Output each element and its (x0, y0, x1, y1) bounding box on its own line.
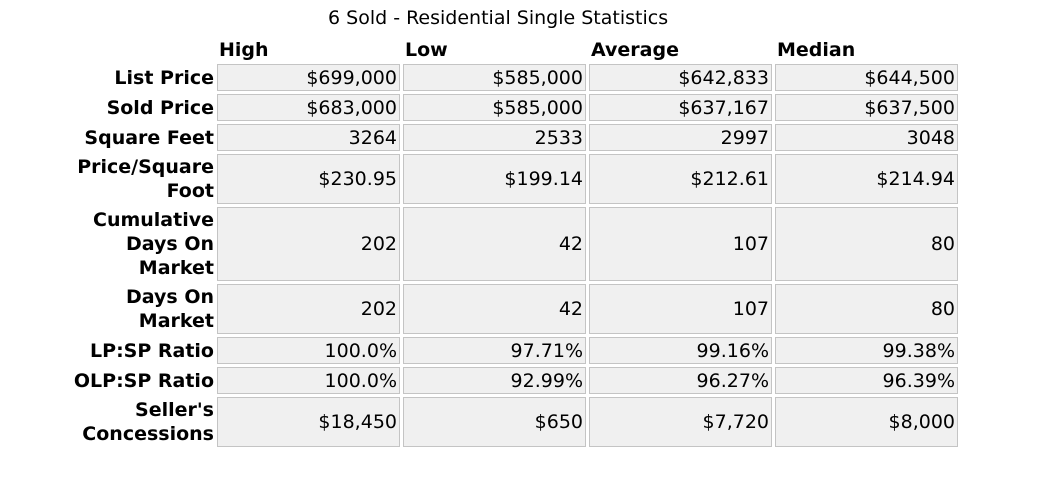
cell-average: 96.27% (589, 367, 772, 394)
table-row: Cumulative Days On Market 202 42 107 80 (69, 207, 958, 281)
table-row: LP:SP Ratio 100.0% 97.71% 99.16% 99.38% (69, 337, 958, 364)
statistics-table: High Low Average Median List Price $699,… (66, 36, 961, 450)
row-label: Price/Square Foot (77, 156, 214, 202)
cell-low: $199.14 (403, 154, 586, 204)
cell-high: 3264 (217, 124, 400, 151)
column-header-low: Low (405, 39, 448, 61)
cell-average: $7,720 (589, 397, 772, 447)
cell-high: $18,450 (217, 397, 400, 447)
cell-median: $644,500 (775, 64, 958, 91)
table-row: Seller's Concessions $18,450 $650 $7,720… (69, 397, 958, 447)
column-header-high: High (219, 39, 269, 61)
cell-average: 107 (589, 207, 772, 281)
cell-median: $8,000 (775, 397, 958, 447)
corner-cell (69, 39, 214, 61)
cell-average: 99.16% (589, 337, 772, 364)
cell-high: 202 (217, 284, 400, 334)
cell-high: $230.95 (217, 154, 400, 204)
column-header-average: Average (591, 39, 679, 61)
cell-average: $637,167 (589, 94, 772, 121)
cell-average: 107 (589, 284, 772, 334)
cell-median: 80 (775, 207, 958, 281)
cell-average: 2997 (589, 124, 772, 151)
row-label: OLP:SP Ratio (73, 369, 214, 392)
row-label: Sold Price (106, 96, 214, 119)
column-header-median: Median (777, 39, 856, 61)
row-label: Square Feet (84, 126, 214, 149)
cell-high: 202 (217, 207, 400, 281)
row-label: Cumulative Days On Market (93, 209, 214, 279)
cell-high: 100.0% (217, 367, 400, 394)
cell-median: 3048 (775, 124, 958, 151)
cell-average: $642,833 (589, 64, 772, 91)
cell-median: 96.39% (775, 367, 958, 394)
cell-high: $683,000 (217, 94, 400, 121)
cell-low: $650 (403, 397, 586, 447)
table-row: Square Feet 3264 2533 2997 3048 (69, 124, 958, 151)
table-row: List Price $699,000 $585,000 $642,833 $6… (69, 64, 958, 91)
cell-median: 99.38% (775, 337, 958, 364)
cell-low: 2533 (403, 124, 586, 151)
table-row: Price/Square Foot $230.95 $199.14 $212.6… (69, 154, 958, 204)
cell-low: 92.99% (403, 367, 586, 394)
cell-low: $585,000 (403, 94, 586, 121)
page-title: 6 Sold - Residential Single Statistics (328, 7, 669, 29)
cell-low: 42 (403, 207, 586, 281)
cell-low: 42 (403, 284, 586, 334)
table-row: Sold Price $683,000 $585,000 $637,167 $6… (69, 94, 958, 121)
row-label: Seller's Concessions (82, 399, 214, 445)
cell-high: $699,000 (217, 64, 400, 91)
cell-median: $637,500 (775, 94, 958, 121)
row-label: List Price (114, 66, 214, 89)
header-row: High Low Average Median (69, 39, 958, 61)
table-row: OLP:SP Ratio 100.0% 92.99% 96.27% 96.39% (69, 367, 958, 394)
cell-low: $585,000 (403, 64, 586, 91)
row-label: LP:SP Ratio (90, 339, 214, 362)
row-label: Days On Market (126, 286, 214, 332)
cell-high: 100.0% (217, 337, 400, 364)
cell-average: $212.61 (589, 154, 772, 204)
cell-median: $214.94 (775, 154, 958, 204)
cell-median: 80 (775, 284, 958, 334)
cell-low: 97.71% (403, 337, 586, 364)
table-row: Days On Market 202 42 107 80 (69, 284, 958, 334)
